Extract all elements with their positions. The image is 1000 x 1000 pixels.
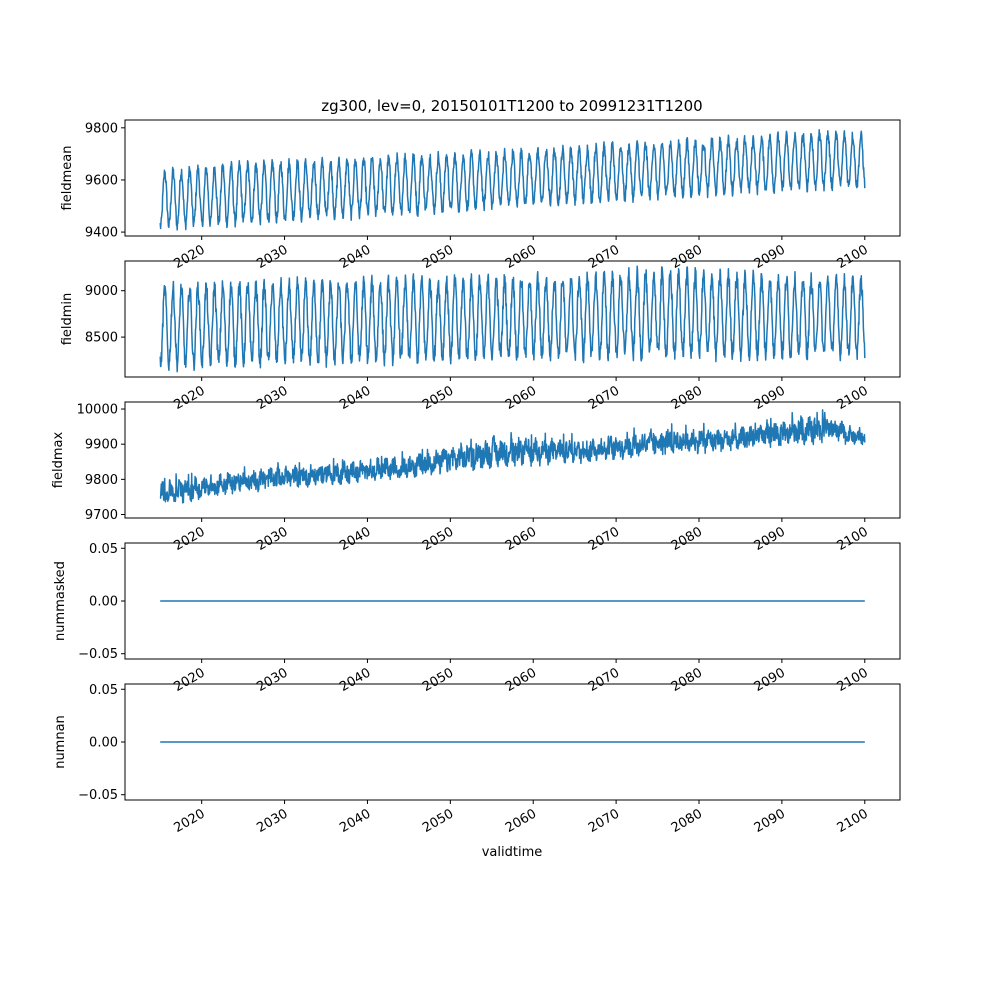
x-tick-label: 2070 bbox=[586, 665, 622, 695]
x-tick-label: 2020 bbox=[172, 242, 208, 272]
x-tick-label: 2090 bbox=[752, 806, 788, 836]
axis-frame-fieldmax bbox=[124, 401, 901, 519]
axis-frame-fieldmean bbox=[124, 119, 901, 237]
x-tick-label: 2060 bbox=[503, 383, 539, 413]
x-tick-label: 2040 bbox=[337, 806, 373, 836]
y-tick-label: 9800 bbox=[85, 121, 118, 136]
y-tick-label: 9400 bbox=[85, 226, 118, 241]
x-tick-label: 2020 bbox=[172, 524, 208, 554]
x-tick-label: 2100 bbox=[835, 242, 871, 272]
x-tick-label: 2080 bbox=[669, 383, 705, 413]
series-line-fieldmean bbox=[159, 128, 866, 231]
x-tick-label: 2100 bbox=[835, 383, 871, 413]
x-tick-label: 2090 bbox=[752, 242, 788, 272]
y-tick-label: 9700 bbox=[85, 508, 118, 523]
x-tick-label: 2070 bbox=[586, 383, 622, 413]
panel-fieldmax: 9700 9800 9900 10000 fieldmax 2020 2030 2040 205… bbox=[51, 401, 901, 554]
x-tick-label: 2040 bbox=[337, 242, 373, 272]
y-tick-label: −0.05 bbox=[78, 788, 118, 803]
x-tick-label: 2020 bbox=[172, 806, 208, 836]
x-tick-label: 2040 bbox=[337, 524, 373, 554]
panel-fieldmin: 8500 9000 fieldmin 2020 2030 2040 2050 2060 2070… bbox=[60, 260, 901, 413]
axis-frame-fieldmin bbox=[124, 260, 901, 378]
x-tick-label: 2070 bbox=[586, 524, 622, 554]
panel-fieldmean: 9400 9600 9800 fieldmean 2020 2030 2040 2050 206… bbox=[60, 119, 901, 272]
x-tick-label: 2100 bbox=[835, 524, 871, 554]
y-axis-title-fieldmax: fieldmax bbox=[51, 432, 66, 489]
x-tick-label: 2060 bbox=[503, 806, 539, 836]
x-tick-label: 2090 bbox=[752, 665, 788, 695]
x-tick-label: 2030 bbox=[254, 806, 290, 836]
y-tick-label: 9800 bbox=[85, 473, 118, 488]
x-tick-label: 2020 bbox=[172, 383, 208, 413]
y-tick-label: 9900 bbox=[85, 438, 118, 453]
x-tick-label: 2050 bbox=[420, 242, 456, 272]
y-axis-title-numnan: numnan bbox=[53, 715, 68, 769]
series-line-fieldmin bbox=[159, 265, 866, 373]
x-tick-label: 2020 bbox=[172, 665, 208, 695]
x-tick-label: 2080 bbox=[669, 524, 705, 554]
y-axis-title-nummasked: nummasked bbox=[53, 561, 68, 641]
x-axis-title: validtime bbox=[482, 845, 543, 860]
x-tick-label: 2050 bbox=[420, 665, 456, 695]
x-tick-label: 2030 bbox=[254, 524, 290, 554]
y-axis-title-fieldmin: fieldmin bbox=[60, 293, 75, 346]
x-tick-label: 2050 bbox=[420, 383, 456, 413]
x-tick-label: 2030 bbox=[254, 383, 290, 413]
x-tick-label: 2070 bbox=[586, 242, 622, 272]
x-tick-label: 2060 bbox=[503, 665, 539, 695]
y-axis-title-fieldmean: fieldmean bbox=[60, 146, 75, 211]
panel-nummasked: −0.05 0.00 0.05 nummasked 2020 2030 2040 2050 20… bbox=[53, 542, 901, 695]
x-tick-label: 2050 bbox=[420, 806, 456, 836]
panel-numnan: −0.05 0.00 0.05 numnan 2020 2030 2040 2050 2060 2… bbox=[53, 683, 901, 836]
panels: 9400 9600 9800 fieldmean 2020 2030 2040 2050 206… bbox=[51, 119, 901, 836]
x-tick-label: 2070 bbox=[586, 806, 622, 836]
y-tick-label: −0.05 bbox=[78, 647, 118, 662]
x-tick-label: 2030 bbox=[254, 242, 290, 272]
x-tick-label: 2080 bbox=[669, 806, 705, 836]
x-tick-label: 2080 bbox=[669, 665, 705, 695]
y-tick-label: 0.00 bbox=[89, 736, 118, 751]
series-line-fieldmax bbox=[159, 409, 866, 504]
x-tick-label: 2060 bbox=[503, 524, 539, 554]
x-tick-label: 2090 bbox=[752, 383, 788, 413]
y-tick-label: 0.05 bbox=[89, 542, 118, 557]
x-tick-label: 2040 bbox=[337, 665, 373, 695]
chart-title: zg300, lev=0, 20150101T1200 to 20991231T… bbox=[321, 97, 702, 115]
y-tick-label: 10000 bbox=[77, 403, 118, 418]
x-tick-label: 2090 bbox=[752, 524, 788, 554]
x-tick-label: 2100 bbox=[835, 665, 871, 695]
y-tick-label: 0.05 bbox=[89, 683, 118, 698]
x-tick-label: 2040 bbox=[337, 383, 373, 413]
x-tick-label: 2030 bbox=[254, 665, 290, 695]
y-tick-label: 9600 bbox=[85, 173, 118, 188]
y-tick-label: 9000 bbox=[85, 284, 118, 299]
y-tick-label: 0.00 bbox=[89, 595, 118, 610]
x-tick-label: 2060 bbox=[503, 242, 539, 272]
y-tick-label: 8500 bbox=[85, 331, 118, 346]
x-tick-label: 2100 bbox=[835, 806, 871, 836]
x-tick-label: 2050 bbox=[420, 524, 456, 554]
